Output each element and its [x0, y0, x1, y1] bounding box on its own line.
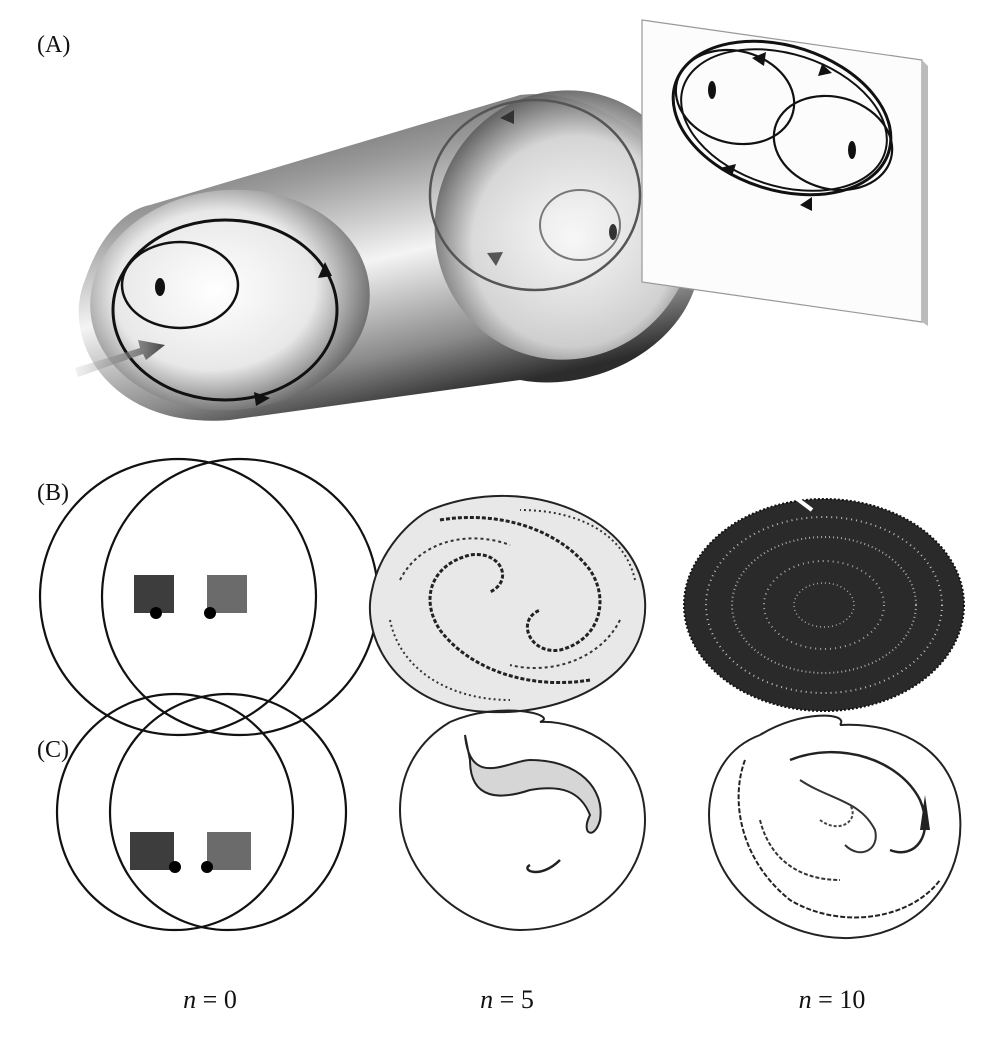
b-dark-square	[134, 575, 174, 613]
c-right-dot	[201, 861, 213, 873]
panel-b-n10	[683, 496, 965, 712]
plane-left-orbit	[674, 48, 796, 146]
c-left-dot	[169, 861, 181, 873]
panel-b-n5	[368, 495, 647, 714]
b-right-dot	[204, 607, 216, 619]
iteration-value: 10	[839, 985, 866, 1014]
iteration-eq: =	[811, 985, 840, 1014]
front-orbit-arrow-2	[254, 392, 270, 406]
panel-c-n10	[708, 714, 962, 940]
panel-label-b: (B)	[37, 480, 69, 506]
c-right-circle	[108, 692, 348, 932]
back-fixed-point	[609, 224, 617, 240]
iteration-var: n	[480, 985, 494, 1014]
iteration-value: 0	[223, 985, 237, 1014]
panel-label-a: (A)	[37, 32, 71, 58]
plane-outer-orbit-2	[680, 48, 888, 192]
panel-label-c: (C)	[37, 737, 69, 763]
front-fixed-point	[155, 278, 165, 296]
front-inner-orbit	[120, 240, 240, 330]
iteration-label-5: n = 5	[437, 985, 577, 1015]
plane-left-point	[708, 81, 716, 99]
iteration-eq: =	[493, 985, 521, 1014]
panel-b-n0	[38, 457, 380, 737]
iteration-value: 5	[520, 985, 534, 1014]
plane-right-orbit	[772, 94, 894, 192]
c-light-square	[207, 832, 251, 870]
back-orbit-arrow-2	[487, 252, 503, 266]
iteration-var: n	[798, 985, 812, 1014]
c-left-circle	[55, 692, 295, 932]
front-outer-orbit	[111, 218, 339, 402]
panel-c-n0	[55, 692, 348, 932]
iteration-var: n	[183, 985, 197, 1014]
b-light-square	[207, 575, 247, 613]
b-left-circle	[38, 457, 318, 737]
iteration-eq: =	[196, 985, 224, 1014]
plane-arrow-1	[752, 52, 766, 66]
c-dark-square	[130, 832, 174, 870]
iteration-label-10: n = 10	[762, 985, 902, 1015]
panel-c-n5	[398, 709, 647, 932]
back-orbit-arrow-1	[500, 110, 514, 124]
cylinder-diagram	[75, 90, 700, 421]
plane-right-point	[848, 141, 856, 159]
b-left-dot	[150, 607, 162, 619]
back-outer-orbit	[428, 98, 642, 292]
inflow-arrow	[75, 340, 165, 377]
plane-arrow-3	[720, 164, 736, 176]
back-inner-orbit	[539, 189, 621, 261]
section-plane	[641, 19, 928, 326]
front-orbit-arrow-1	[318, 262, 332, 278]
plane-arrow-4	[800, 197, 812, 211]
iteration-label-0: n = 0	[140, 985, 280, 1015]
plane-arrow-2	[818, 64, 832, 76]
